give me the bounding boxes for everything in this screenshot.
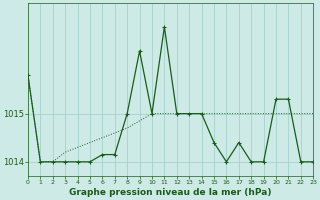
X-axis label: Graphe pression niveau de la mer (hPa): Graphe pression niveau de la mer (hPa) <box>69 188 272 197</box>
